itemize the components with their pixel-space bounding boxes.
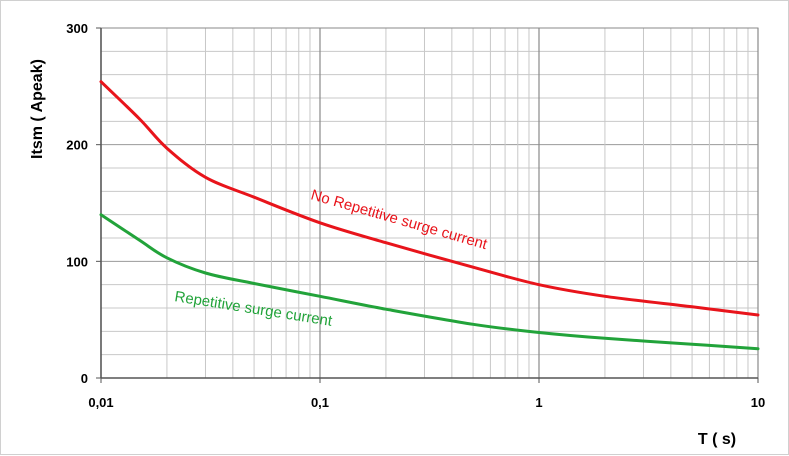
plot-area-border (100, 27, 759, 379)
x-tick-label: 10 (751, 395, 765, 410)
axes (100, 27, 759, 379)
y-tick-label: 300 (66, 21, 88, 36)
y-tick-label: 100 (66, 254, 88, 269)
y-axis-title: Itsm ( Apeak) (29, 59, 46, 159)
y-tick-label: 0 (81, 371, 88, 386)
series-layer (99, 80, 760, 351)
series-line-repetitive (99, 213, 760, 351)
x-axis-title: T ( s) (698, 431, 736, 448)
x-tick-label: 0,1 (311, 395, 329, 410)
x-tick-label: 0,01 (88, 395, 113, 410)
grid (100, 27, 759, 379)
no-repetitive-annotation: No Repetitive surge current (309, 187, 490, 254)
y-tick-label: 200 (66, 138, 88, 153)
series-line-no-repetitive (99, 80, 760, 317)
tick-labels: 0 100 200 300 0,01 0,1 1 10 (66, 21, 765, 410)
x-tick-label: 1 (535, 395, 542, 410)
